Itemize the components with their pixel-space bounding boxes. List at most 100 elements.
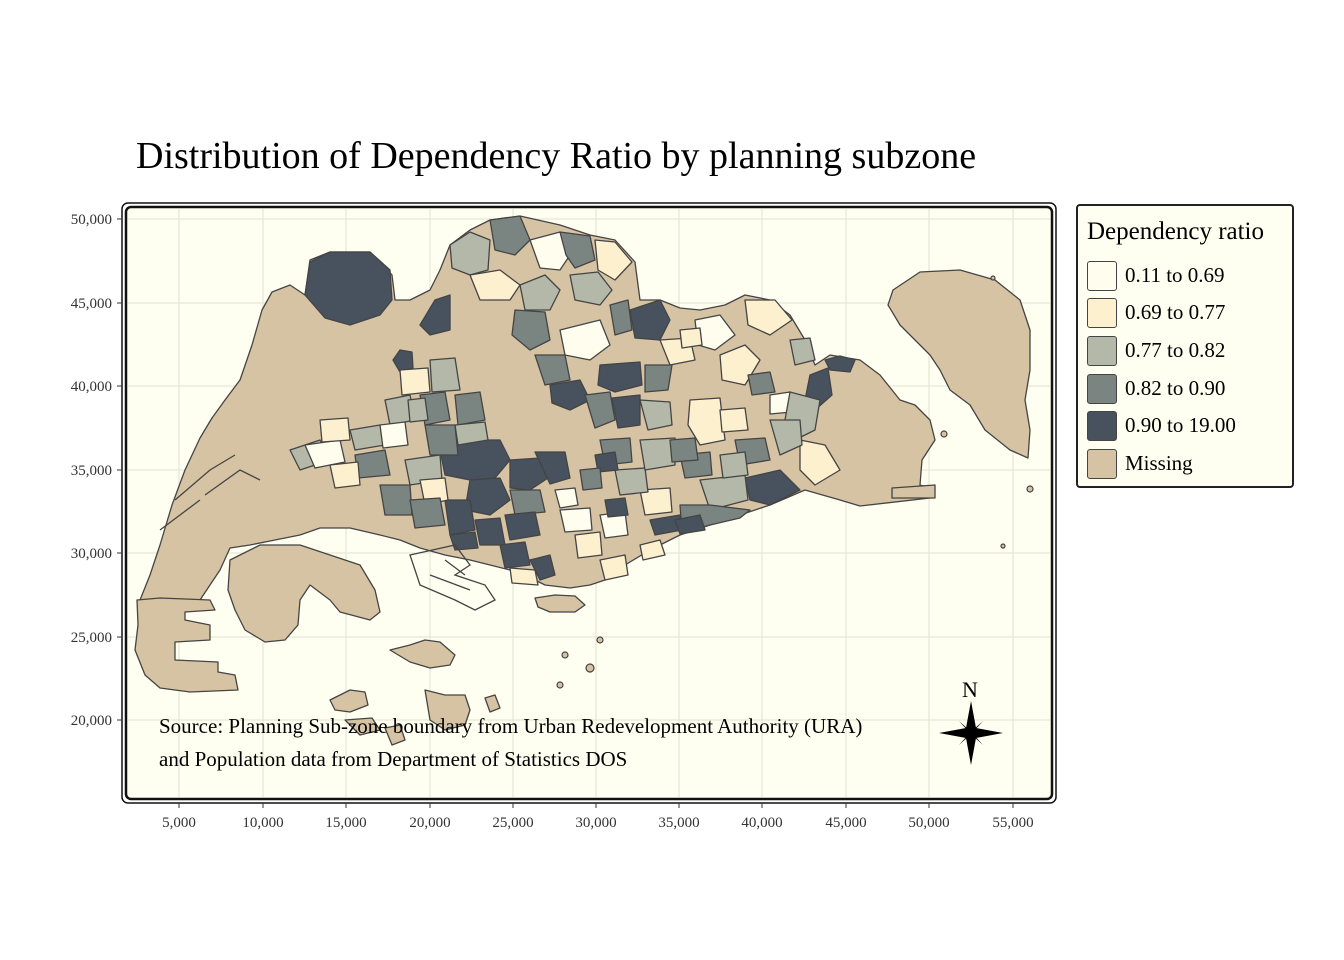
orchard-light — [559, 507, 593, 533]
subzone-polygons — [134, 215, 1031, 746]
x-tick-label: 25,000 — [492, 815, 533, 831]
x-tick-label: 10,000 — [242, 815, 283, 831]
choa-chu-kang-grey — [407, 397, 429, 423]
x-axis: 5,000 10,000 15,000 20,000 25,000 30,000 35,00… — [162, 803, 1034, 831]
east-patch-1 — [891, 484, 936, 499]
novena-light — [554, 487, 579, 509]
jurong-island-west — [134, 597, 239, 693]
marina-light — [599, 554, 629, 581]
southern-island-3 — [424, 689, 471, 731]
queenstown-dark-b — [474, 517, 506, 546]
source-line-1: Source: Planning Sub-zone boundary from … — [159, 714, 863, 738]
aljunied-grey — [719, 451, 749, 479]
y-axis: 50,000 45,000 40,000 35,000 30,000 25,000 20,0… — [71, 212, 122, 729]
lim-chu-kang-north — [304, 251, 393, 326]
toa-payoh-dark — [594, 451, 619, 473]
legend-swatch — [1087, 336, 1117, 366]
y-tick-label: 25,000 — [71, 630, 112, 646]
bukit-batok-light — [379, 421, 409, 449]
telok-blangah-light — [509, 567, 539, 586]
jurong-west-mid-a — [354, 449, 391, 479]
amk-dark-a — [549, 379, 591, 411]
serangoon-grey — [639, 399, 673, 431]
woodlands-mid-a — [489, 215, 531, 256]
legend-label: 0.82 to 0.90 — [1125, 376, 1226, 400]
compass-label: N — [962, 677, 978, 702]
woodlands-light-b — [529, 231, 571, 271]
woodlands-grey-a — [449, 231, 491, 276]
legend-label: 0.11 to 0.69 — [1125, 263, 1225, 287]
x-tick-label: 50,000 — [908, 815, 949, 831]
upper-bukit-timah-mid — [424, 424, 459, 456]
kallang-grey — [614, 467, 649, 496]
western-islands — [227, 544, 381, 643]
paya-lebar-light — [687, 397, 726, 446]
yishun-grey — [569, 271, 613, 306]
bedok-grey — [769, 419, 803, 456]
jurong-east-light — [319, 417, 351, 443]
newton-mid — [579, 467, 603, 491]
x-tick-label: 15,000 — [325, 815, 366, 831]
map-title: Distribution of Dependency Ratio by plan… — [136, 135, 977, 177]
sentosa — [534, 594, 586, 613]
legend-label: 0.77 to 0.82 — [1125, 338, 1226, 362]
pasir-panjang-dark — [449, 531, 479, 551]
bishan-grey — [639, 437, 676, 471]
y-tick-label: 20,000 — [71, 713, 112, 729]
amk-grey-a — [511, 309, 551, 351]
amk-dark-b — [597, 361, 643, 393]
amk-mid-a — [534, 354, 571, 386]
seletar-hills-light — [679, 327, 703, 349]
legend-swatch — [1087, 298, 1117, 328]
bukit-merah-dark — [504, 511, 541, 541]
jurong-west-light-b — [329, 461, 361, 489]
y-tick-label: 30,000 — [71, 546, 112, 562]
legend-swatch — [1087, 374, 1117, 404]
yishun-light — [594, 239, 633, 281]
harbourfront-dark — [529, 554, 556, 581]
x-tick-label: 30,000 — [575, 815, 616, 831]
southern-island-1 — [389, 639, 456, 669]
yishun-mid — [559, 231, 596, 269]
kovan-light — [719, 407, 749, 433]
rochor-dark — [604, 497, 629, 518]
kranji-dark — [392, 349, 414, 373]
clementi-mid — [379, 484, 413, 516]
source-line-2: and Population data from Department of S… — [159, 747, 628, 771]
x-tick-label: 45,000 — [825, 815, 866, 831]
southern-island-4 — [484, 694, 501, 713]
small-islets — [556, 275, 1034, 689]
tekong-island — [887, 269, 1031, 459]
amk-mid-b — [584, 391, 616, 429]
kallang-light — [639, 487, 673, 516]
sembawang-dark — [419, 294, 451, 336]
legend-title: Dependency ratio — [1087, 218, 1265, 245]
changi-dark — [824, 355, 856, 373]
pasir-ris-grey — [789, 337, 816, 366]
legend-label: 0.90 to 19.00 — [1125, 413, 1236, 437]
legend-swatch — [1087, 261, 1117, 291]
bukit-merah-dark-b — [499, 541, 531, 569]
legend: Dependency ratio 0.11 to 0.69 0.69 to 0.… — [1076, 204, 1294, 488]
coastal-structures — [159, 454, 496, 611]
choa-chu-kang-light — [399, 367, 431, 396]
north-arrow-icon — [939, 701, 1003, 765]
legend-label: 0.69 to 0.77 — [1125, 300, 1226, 324]
y-tick-label: 35,000 — [71, 463, 112, 479]
y-tick-label: 45,000 — [71, 296, 112, 312]
tanglin-mid — [509, 489, 546, 516]
southern-island-5 — [344, 717, 381, 736]
legend-swatch — [1087, 449, 1117, 479]
serangoon-dark — [611, 394, 641, 429]
seletar-dark — [629, 299, 671, 341]
x-tick-label: 35,000 — [658, 815, 699, 831]
amk-light-a — [559, 319, 611, 361]
bukit-panjang-grey — [429, 357, 461, 393]
hillview-mid — [454, 391, 486, 426]
bedok-light — [799, 439, 841, 486]
x-tick-label: 5,000 — [162, 815, 196, 831]
woodlands-light-a — [469, 269, 521, 301]
mountbatten-light — [639, 539, 666, 561]
southern-island-6 — [384, 724, 406, 746]
